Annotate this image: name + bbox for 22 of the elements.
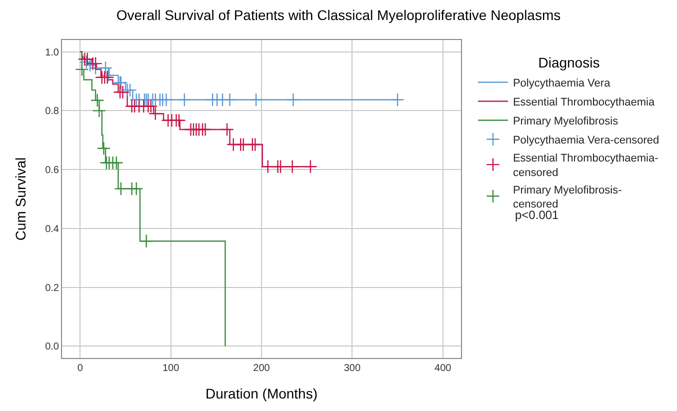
legend-title: Diagnosis [538, 54, 600, 71]
legend-label: Primary Myelofibrosis-censored [512, 184, 622, 211]
legend-label: Essential Thrombocythaemia-censored [512, 152, 659, 179]
y-tick-label: 0.8 [45, 106, 60, 118]
y-tick-label: 0.2 [45, 282, 60, 294]
legend-label: Polycythaemia Vera [512, 78, 612, 90]
y-tick-label: 0.4 [45, 224, 60, 235]
x-axis-title: Duration (Months) [205, 385, 318, 402]
x-tick-label: 300 [344, 363, 361, 374]
x-tick-label: 400 [434, 363, 452, 374]
chart-title: Overall Survival of Patients with Classical Myeloproliferative Neoplasms [116, 7, 561, 24]
legend-label: Primary Myelofibrosis [512, 116, 619, 128]
x-tick-label: 0 [77, 363, 84, 374]
y-tick-label: 1.0 [45, 47, 60, 58]
x-tick-label: 200 [253, 363, 270, 374]
x-tick-label: 100 [162, 363, 180, 374]
y-tick-label: 0.6 [45, 165, 60, 176]
legend-label: Polycythaemia Vera-censored [512, 134, 660, 147]
legend-label: Essential Thrombocythaemia [512, 96, 656, 109]
y-tick-label: 0.0 [45, 342, 60, 353]
y-axis-title: Cum Survival [12, 157, 29, 241]
text: p<0.001 [515, 208, 560, 222]
